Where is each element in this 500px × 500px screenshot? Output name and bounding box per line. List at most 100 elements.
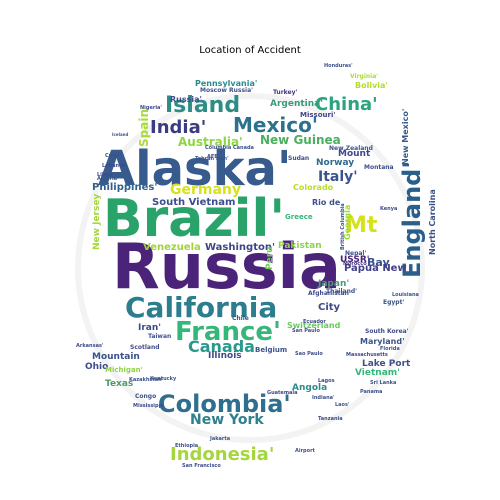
cloud-word: Taiwan: [148, 333, 171, 340]
cloud-word: Afghanistan: [308, 290, 349, 297]
cloud-word: California: [125, 291, 277, 324]
cloud-word: Ecuador: [303, 319, 326, 325]
cloud-word: Ohio: [85, 362, 108, 372]
cloud-word: Spain: [137, 109, 151, 147]
cloud-word: Indonesia': [170, 444, 274, 465]
cloud-word: South Korea': [365, 328, 409, 335]
cloud-word: Venezuela: [143, 242, 201, 253]
cloud-word: Brazil': [103, 189, 285, 249]
cloud-word: Iceland: [112, 132, 128, 137]
cloud-word: New Guinea: [260, 133, 341, 147]
cloud-word: Kenya: [380, 206, 397, 212]
cloud-word: Lake Port: [362, 359, 411, 369]
cloud-word: North Carolina: [428, 189, 437, 255]
cloud-word: Laos': [335, 402, 350, 408]
cloud-word: Colombia': [158, 390, 291, 418]
cloud-word: South Vietnam: [152, 197, 235, 208]
cloud-word: China': [315, 94, 378, 115]
cloud-word: Sudan: [288, 155, 309, 162]
cloud-word: Pakistan: [278, 241, 322, 251]
cloud-word: Peru: [265, 246, 275, 270]
cloud-word: Libya': [97, 172, 114, 178]
cloud-word: Chile: [232, 315, 249, 322]
cloud-word: Angola: [292, 383, 327, 393]
cloud-word: Jakarta: [209, 436, 230, 442]
cloud-word: Germany: [170, 182, 241, 198]
cloud-word: Mount: [338, 149, 371, 159]
cloud-word: Canada: [188, 337, 255, 356]
cloud-word: Illinois: [208, 351, 242, 361]
cloud-word: New York: [190, 412, 264, 428]
cloud-word: Guatemala: [267, 390, 298, 396]
figure-title: Location of Accident: [199, 45, 301, 56]
cloud-word: Michigan': [105, 366, 143, 374]
cloud-word: Mississippi: [133, 403, 164, 409]
cloud-word: England': [398, 161, 426, 278]
cloud-word: Kazakhstan': [129, 377, 164, 383]
cloud-word: Lebanon: [102, 163, 127, 169]
cloud-word: Vietnam': [355, 368, 400, 378]
cloud-word: Maryland': [360, 337, 405, 346]
cloud-word: Island: [165, 93, 240, 118]
cloud-word: Switzerland: [287, 321, 341, 330]
cloud-word: Iran': [138, 323, 161, 333]
cloud-mask-outline: [75, 93, 425, 443]
cloud-word: British Columbia: [340, 203, 346, 250]
cloud-word: Kentucky: [150, 376, 177, 382]
cloud-word: Montana: [364, 164, 394, 171]
cloud-word: Sri Lanka: [370, 380, 396, 386]
cloud-word: India': [150, 117, 206, 138]
cloud-word: Belgium: [255, 346, 287, 354]
cloud-word: Mt: [345, 213, 378, 238]
cloud-word: Scotland: [130, 344, 160, 351]
cloud-word: Tanzania: [318, 416, 343, 422]
cloud-word: Bay: [367, 256, 390, 269]
cloud-word: San Paulo: [292, 328, 320, 334]
cloud-word: Philippines': [92, 182, 157, 193]
cloud-word: Russia: [112, 230, 341, 303]
cloud-word: Mexico': [233, 113, 318, 137]
cloud-word: Rio de: [312, 198, 341, 207]
cloud-word: Missouri': [300, 111, 336, 119]
cloud-word: New Jersey: [92, 194, 102, 250]
cloud-word: Airport: [295, 448, 316, 454]
cloud-word: Washington': [205, 242, 275, 253]
cloud-word: City: [318, 302, 341, 313]
cloud-word: Ethiopia: [175, 443, 198, 449]
cloud-word: New Zealand: [329, 145, 373, 152]
cloud-word: Alaska': [98, 141, 292, 197]
cloud-word: Norway: [316, 158, 354, 168]
cloud-word: Colorado: [293, 183, 334, 192]
cloud-word: Virginia': [350, 73, 378, 80]
cloud-word: Bolivia': [355, 81, 388, 90]
cloud-word: Moscow Russia': [200, 87, 253, 94]
cloud-word: Argentina': [270, 99, 323, 109]
cloud-word: Honduras': [324, 63, 353, 69]
cloud-word: New Mexico': [401, 109, 410, 165]
cloud-word: Egypt': [383, 299, 404, 306]
cloud-word: Arkansas': [76, 343, 104, 349]
cloud-word: Papua New: [344, 263, 407, 274]
cloud-word: Lagos: [318, 378, 335, 384]
cloud-word: Morocco: [343, 261, 367, 267]
cloud-word: Mountain: [92, 352, 140, 362]
cloud-word: Congo: [135, 393, 156, 400]
cloud-word: Georgia: [343, 205, 352, 240]
cloud-word: Greece: [285, 213, 313, 221]
cloud-word: Tehran Iran': [195, 156, 229, 162]
cloud-word: Pennsylvania': [195, 79, 257, 88]
cloud-word: France': [175, 317, 281, 347]
cloud-word: Australia': [178, 135, 243, 149]
cloud-word: Panama: [360, 389, 382, 395]
cloud-word: AFB: [207, 154, 218, 160]
cloud-word: Columbia Canada: [205, 145, 254, 151]
cloud-word: Sao Paulo: [295, 351, 323, 357]
cloud-word: Cuba': [105, 153, 121, 159]
cloud-word: Massachusetts: [346, 352, 388, 358]
cloud-word: Japan': [317, 279, 349, 289]
cloud-word: Turkey': [273, 89, 297, 96]
cloud-word: Nepal': [345, 250, 366, 257]
cloud-word: Nigeria': [140, 105, 162, 111]
